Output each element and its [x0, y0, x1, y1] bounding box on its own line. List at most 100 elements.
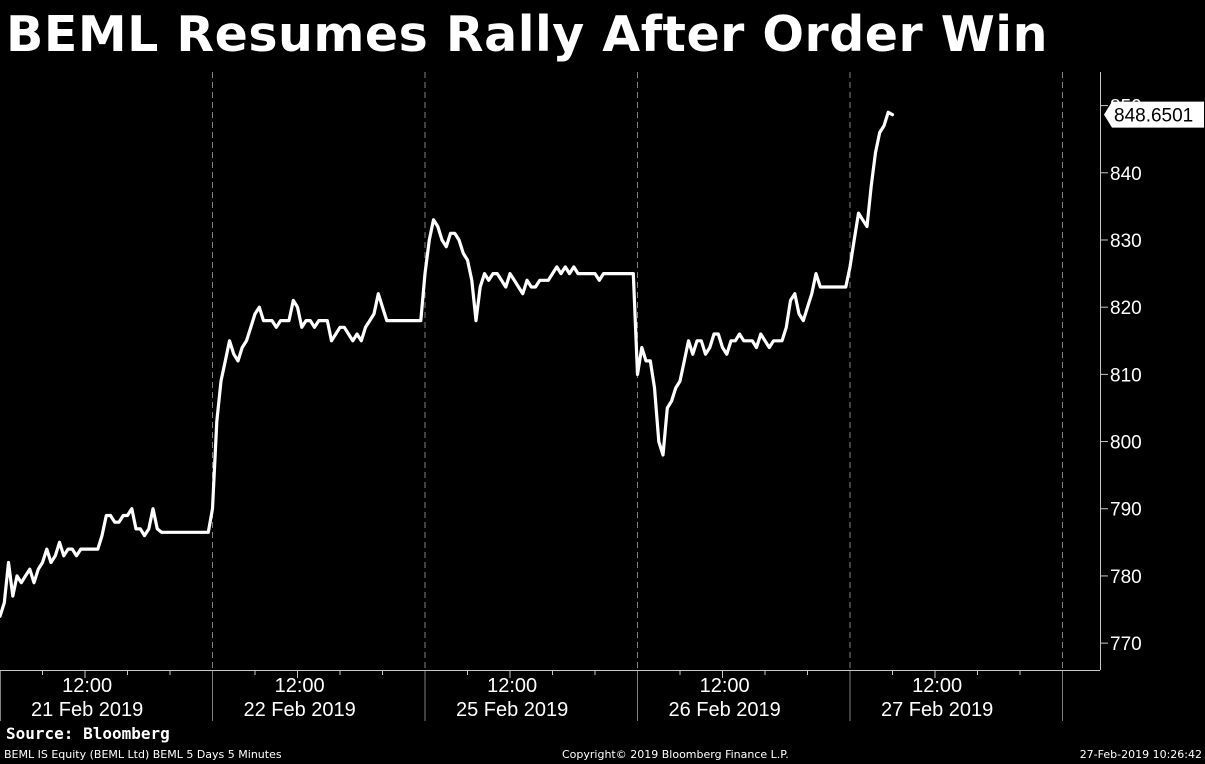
data-point	[730, 340, 732, 342]
data-point	[309, 320, 311, 322]
chart-title: BEML Resumes Rally After Order Win	[6, 6, 1048, 63]
data-point	[415, 320, 418, 322]
data-point	[675, 387, 677, 389]
data-point	[590, 273, 592, 275]
data-point	[602, 273, 605, 275]
data-point	[870, 185, 872, 187]
data-point	[713, 333, 715, 335]
data-point	[454, 232, 456, 234]
data-point	[781, 340, 783, 342]
data-point	[492, 273, 494, 275]
data-point	[437, 225, 439, 228]
data-point	[250, 326, 252, 328]
data-point	[50, 561, 52, 564]
data-point	[84, 548, 86, 550]
data-point	[428, 239, 430, 241]
data-point	[245, 340, 248, 342]
data-point	[356, 333, 358, 335]
data-point	[267, 320, 269, 322]
data-point	[118, 521, 120, 523]
data-point	[543, 279, 545, 281]
data-point	[275, 326, 277, 328]
x-tick-label-time: 12:00	[275, 675, 325, 697]
series-line	[0, 110, 895, 618]
last-value-label: 848.6501	[1104, 101, 1204, 128]
data-point	[607, 273, 609, 275]
y-tick-label: 820	[1110, 298, 1142, 319]
data-point	[322, 320, 324, 322]
data-point	[836, 286, 838, 288]
data-point	[785, 326, 787, 328]
data-point	[458, 239, 460, 241]
data-point	[628, 273, 630, 275]
data-point	[97, 548, 99, 550]
data-point	[777, 340, 779, 342]
data-point	[360, 340, 362, 342]
data-point	[755, 346, 758, 349]
data-point	[840, 286, 843, 288]
data-point	[794, 293, 796, 295]
data-point	[815, 273, 817, 275]
data-point	[131, 508, 133, 510]
data-point	[46, 548, 48, 550]
data-point	[114, 521, 116, 523]
data-point	[611, 273, 613, 275]
data-point	[262, 320, 265, 322]
data-point	[105, 514, 107, 517]
data-point	[798, 313, 800, 315]
data-point	[594, 273, 596, 275]
data-point	[764, 340, 766, 342]
data-point	[186, 531, 188, 533]
data-point	[16, 575, 18, 577]
data-point	[75, 555, 78, 557]
data-point	[3, 602, 5, 604]
data-point	[828, 286, 830, 288]
data-point	[662, 454, 664, 456]
data-point	[687, 340, 690, 342]
data-point	[207, 531, 209, 533]
data-point	[190, 531, 192, 533]
data-point	[20, 582, 22, 584]
data-point	[496, 273, 498, 275]
data-point	[551, 273, 554, 275]
data-point	[0, 615, 1, 617]
data-point	[581, 273, 583, 275]
series-layer	[0, 110, 895, 618]
data-point	[284, 320, 286, 322]
data-point	[645, 360, 647, 362]
x-tick-label-date: 25 Feb 2019	[456, 699, 568, 721]
data-point	[12, 595, 14, 597]
data-point	[211, 508, 214, 510]
data-point	[475, 320, 477, 322]
y-tick-label: 840	[1110, 164, 1142, 185]
data-point	[301, 326, 303, 328]
data-point	[177, 531, 180, 533]
data-point	[67, 548, 69, 550]
data-point	[326, 320, 328, 322]
data-point	[313, 326, 316, 328]
data-point	[432, 219, 435, 221]
data-point	[658, 441, 660, 443]
data-point	[564, 266, 566, 268]
source-label: Source: Bloomberg	[6, 724, 170, 743]
data-point	[743, 340, 745, 342]
data-point	[237, 360, 239, 362]
data-point	[866, 225, 868, 228]
data-point	[29, 568, 31, 570]
data-point	[513, 279, 515, 281]
data-point	[143, 535, 146, 537]
data-point	[126, 514, 129, 517]
data-point	[670, 400, 673, 402]
data-point	[577, 273, 579, 275]
data-point	[305, 320, 307, 322]
data-point	[445, 246, 447, 248]
data-point	[373, 313, 375, 315]
data-point	[802, 320, 804, 322]
data-point	[203, 531, 205, 533]
data-point	[364, 326, 367, 328]
data-point	[462, 252, 464, 254]
data-point	[500, 279, 503, 281]
data-point	[296, 306, 299, 308]
data-point	[585, 273, 588, 275]
data-point	[407, 320, 409, 322]
